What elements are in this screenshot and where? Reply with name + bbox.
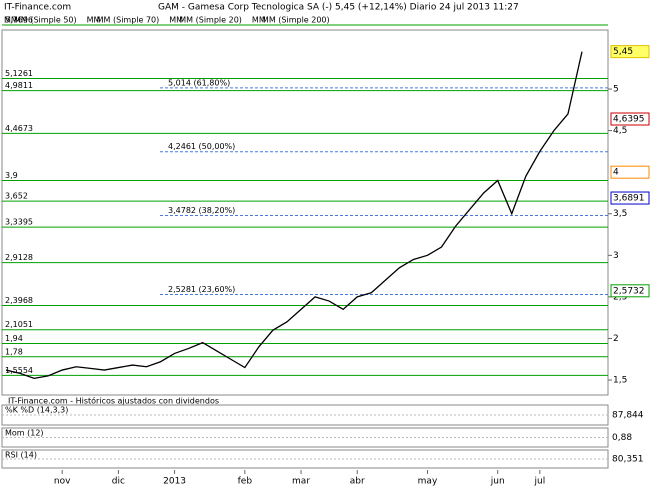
level-label: 2,3968 bbox=[5, 296, 33, 305]
x-tick-label: may bbox=[418, 477, 438, 487]
x-tick-label: dic bbox=[112, 477, 125, 487]
chart-title: GAM - Gamesa Corp Tecnologica SA (-) 5,4… bbox=[158, 3, 519, 13]
legend-entry: MM (Simple 70) bbox=[97, 16, 160, 25]
value-box bbox=[610, 165, 650, 179]
value-box-label: 2,5732 bbox=[613, 286, 645, 296]
panel-value: 87,844 bbox=[612, 411, 644, 421]
fib-label: 3,4782 (38,20%) bbox=[168, 206, 235, 215]
level-label: 5,7696 bbox=[5, 16, 33, 25]
value-box bbox=[610, 284, 650, 298]
panel-name: RSI (14) bbox=[5, 451, 37, 460]
legend-entry: MM (Simple 20) bbox=[179, 16, 242, 25]
value-box bbox=[610, 191, 650, 205]
value-box bbox=[610, 45, 650, 59]
x-tick-label: jun bbox=[490, 477, 505, 487]
x-tick-label: nov bbox=[54, 477, 71, 487]
panel-frame bbox=[1, 449, 609, 469]
fib-label: 2,5281 (23,60%) bbox=[168, 285, 235, 294]
value-box-label: 5,45 bbox=[613, 47, 633, 57]
footnote: IT-Finance.com - Históricos ajustados co… bbox=[8, 396, 219, 406]
legend-prefix: MM bbox=[169, 16, 183, 25]
level-label: 3,9 bbox=[5, 171, 18, 180]
panel-name: Mom (12) bbox=[5, 429, 44, 438]
x-tick-label: abr bbox=[350, 477, 365, 487]
y-tick-label: 2,5 bbox=[613, 292, 627, 302]
panel-frame bbox=[1, 427, 609, 448]
level-label: 4,9811 bbox=[5, 81, 33, 90]
level-label: 2,9128 bbox=[5, 253, 33, 262]
y-tick-label: 2 bbox=[613, 334, 619, 344]
level-label: 3,3395 bbox=[5, 218, 33, 227]
fib-label: 5,014 (61,80%) bbox=[168, 78, 230, 87]
y-tick-label: 4,5 bbox=[613, 126, 627, 136]
level-label: 1,78 bbox=[5, 347, 23, 356]
level-label: 2,1051 bbox=[5, 320, 33, 329]
y-tick-label: 3,5 bbox=[613, 209, 627, 219]
x-tick-label: mar bbox=[292, 477, 310, 487]
y-tick-label: 1,5 bbox=[613, 376, 627, 386]
y-tick-label: 5 bbox=[613, 85, 619, 95]
level-label: 1,94 bbox=[5, 334, 23, 343]
legend-prefix: MM bbox=[4, 16, 18, 25]
fib-label: 4,2461 (50,00%) bbox=[168, 142, 235, 151]
x-tick-label: feb bbox=[238, 477, 253, 487]
legend-entry: MM (Simple 200) bbox=[262, 16, 330, 25]
price-line bbox=[5, 51, 583, 380]
value-box bbox=[610, 112, 650, 126]
panel-value: 0,88 bbox=[612, 433, 632, 443]
x-tick-label: 2013 bbox=[163, 477, 186, 487]
panel-value: 80,351 bbox=[612, 455, 644, 465]
value-box-label: 4,6395 bbox=[613, 115, 645, 125]
x-tick-label: jul bbox=[533, 477, 545, 487]
panel-frame bbox=[1, 404, 609, 426]
y-tick-label: 3 bbox=[613, 251, 619, 261]
level-label: 1,5554 bbox=[5, 366, 33, 375]
legend-prefix: MM bbox=[87, 16, 101, 25]
panel-name: %K %D (14,3,3) bbox=[5, 406, 68, 415]
value-box-label: 4 bbox=[613, 168, 619, 178]
value-box-label: 3,6891 bbox=[613, 194, 645, 204]
legend-entry: MM (Simple 50) bbox=[14, 16, 77, 25]
level-label: 4,4673 bbox=[5, 124, 33, 133]
level-label: 3,652 bbox=[5, 192, 28, 201]
plot-frame bbox=[1, 29, 609, 396]
level-label: 5,1261 bbox=[5, 69, 33, 78]
legend-prefix: MM bbox=[252, 16, 266, 25]
brand: IT-Finance.com bbox=[4, 3, 71, 13]
